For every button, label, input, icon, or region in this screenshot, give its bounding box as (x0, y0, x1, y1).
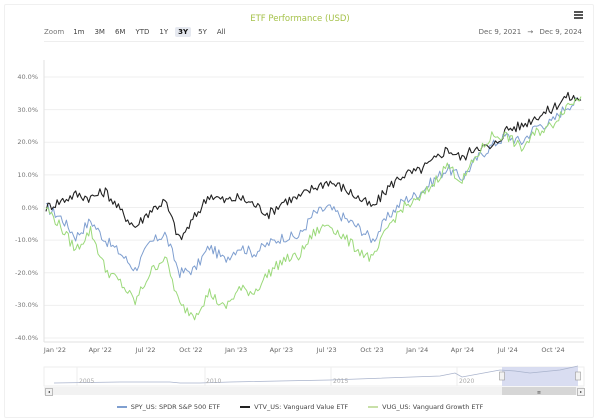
legend-label-vtv: VTV_US: Vanguard Value ETF (254, 403, 349, 411)
navigator-year-label: 2020 (459, 378, 475, 385)
legend-label-vug: VUG_US: Vanguard Growth ETF (382, 403, 484, 411)
svg-text:≡: ≡ (537, 390, 541, 396)
navigator-year-label: 2015 (333, 378, 349, 385)
legend-swatch-spy (116, 406, 127, 408)
zoom-button-6m[interactable]: 6M (114, 28, 126, 36)
zoom-range-selector: Zoom 1m 3M 6M YTD 1Y 3Y 5Y All (44, 27, 233, 37)
range-from-input[interactable]: Dec 9, 2021 (478, 28, 522, 36)
legend-item-spy[interactable]: SPY_US: SPDR S&P 500 ETF (116, 403, 221, 411)
chart-container (4, 4, 594, 418)
series-line[interactable] (45, 96, 582, 321)
zoom-button-1m[interactable]: 1m (73, 28, 85, 36)
zoom-button-5y[interactable]: 5Y (198, 28, 207, 36)
navigator-handle[interactable] (499, 371, 505, 381)
navigator-year-label: 2005 (79, 378, 95, 385)
y-tick-label: -20.0% (15, 268, 38, 277)
date-range: Dec 9, 2021 → Dec 9, 2024 (479, 28, 582, 36)
zoom-button-all[interactable]: All (216, 28, 226, 36)
x-tick-label: Oct '22 (179, 346, 203, 354)
y-tick-label: 40.0% (17, 73, 38, 81)
series-line[interactable] (45, 91, 582, 241)
y-tick-label: 30.0% (17, 105, 38, 114)
navigator-year-label: 2010 (206, 378, 222, 385)
x-tick-label: Jan '23 (225, 346, 248, 354)
y-tick-label: 20.0% (17, 138, 38, 147)
header-divider (44, 41, 584, 42)
range-arrow: → (527, 28, 534, 36)
hamburger-menu-icon[interactable] (574, 11, 583, 19)
navigator-scroll-right-button[interactable]: ▸ (577, 388, 585, 396)
x-tick-label: Apr '22 (88, 346, 112, 354)
range-to-input[interactable]: Dec 9, 2024 (539, 28, 583, 36)
y-tick-label: 0.0% (21, 203, 38, 212)
y-tick-label: -40.0% (15, 334, 38, 342)
navigator-scroll-left-button[interactable]: ◂ (45, 388, 53, 396)
navigator-series (53, 365, 579, 384)
navigator-selection[interactable] (502, 367, 578, 386)
x-tick-label: Apr '24 (450, 346, 475, 354)
x-tick-label: Jul '22 (135, 346, 156, 354)
x-tick-label: Oct '23 (360, 346, 384, 354)
y-tick-label: 10.0% (17, 170, 38, 179)
navigator-scrollbar-thumb[interactable] (502, 387, 576, 395)
series-line[interactable] (45, 97, 582, 279)
zoom-button-3y[interactable]: 3Y (175, 27, 192, 37)
chart-title: ETF Performance (USD) (250, 14, 350, 24)
x-tick-label: Jul '24 (497, 346, 518, 354)
x-tick-label: Apr '23 (269, 346, 294, 354)
navigator-scrollbar-track[interactable] (44, 387, 584, 395)
zoom-label: Zoom (44, 28, 65, 36)
legend-item-vug[interactable]: VUG_US: Vanguard Growth ETF (368, 403, 483, 411)
zoom-button-1y[interactable]: 1Y (159, 28, 169, 36)
legend-swatch-vug (368, 406, 379, 408)
y-tick-label: -10.0% (15, 236, 38, 245)
legend-swatch-vtv (240, 406, 251, 408)
x-tick-label: Jan '24 (406, 346, 429, 354)
x-tick-label: Oct '24 (541, 346, 565, 354)
y-tick-label: -30.0% (15, 301, 38, 310)
legend: SPY_US: SPDR S&P 500 ETF VTV_US: Vanguar… (0, 403, 600, 411)
zoom-button-ytd[interactable]: YTD (135, 28, 150, 36)
legend-item-vtv[interactable]: VTV_US: Vanguard Value ETF (240, 403, 348, 411)
navigator-handle[interactable] (575, 371, 581, 381)
x-tick-label: Jan '22 (43, 346, 67, 354)
zoom-button-3m[interactable]: 3M (94, 28, 105, 36)
x-tick-label: Jul '23 (316, 346, 337, 354)
legend-label-spy: SPY_US: SPDR S&P 500 ETF (130, 403, 221, 411)
